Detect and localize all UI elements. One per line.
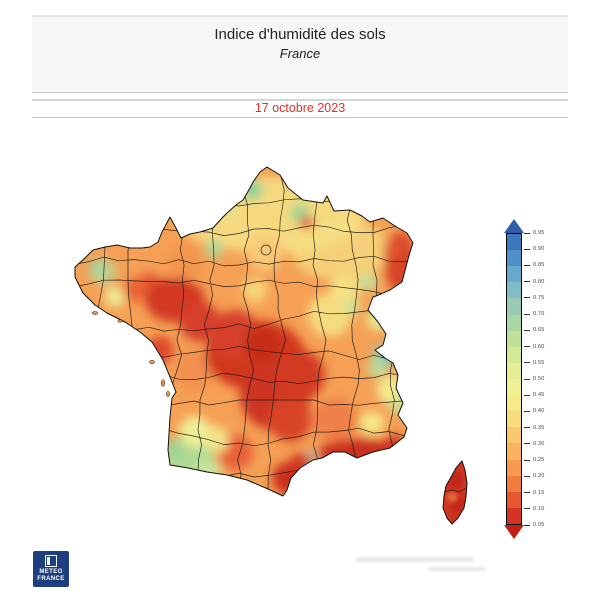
legend-color-band [507,491,521,508]
legend-color-band [507,395,521,412]
legend-arrow-top-icon [504,219,524,233]
divider-bottom [32,117,568,118]
legend-tick: 0.70 [524,311,545,317]
color-scale-legend: 0.95 0.90 0.85 0.80 0.75 0.70 0.65 0.60 0.55 0.50… [504,219,565,549]
meteo-france-emblem-icon [45,555,57,567]
legend-tick: 0.40 [524,408,545,414]
legend-colorbar [506,233,522,525]
legend-tick: 0.65 [524,327,545,333]
legend-color-band [507,346,521,363]
legend-color-band [507,314,521,331]
legend-tick: 0.35 [524,425,545,431]
legend-tick: 0.80 [524,279,545,285]
header: Indice d'humidité des sols France [32,15,568,93]
legend-tick: 0.30 [524,441,545,447]
legend-color-band [507,378,521,396]
logo-line-1: METEO [39,569,63,575]
legend-tick: 0.15 [524,490,545,496]
legend-tick: 0.10 [524,506,545,512]
legend-tick: 0.60 [524,344,545,350]
legend-arrow-bottom-icon [504,525,524,539]
page-subtitle: France [279,46,321,61]
page-title: Indice d'humidité des sols [214,26,386,43]
legend-color-band [507,362,521,379]
meteo-france-logo: METEO FRANCE [33,551,69,587]
legend-color-band [507,298,521,315]
coastal-islands [91,311,170,397]
legend-color-band [507,282,521,299]
legend-tick: 0.90 [524,246,545,252]
divider-top [32,99,568,101]
legend-tick: 0.45 [524,392,545,398]
illegible-fine-print [356,557,474,562]
legend-color-band [507,507,521,524]
legend-tick: 0.05 [524,522,545,528]
legend-tick: 0.55 [524,360,545,366]
legend-color-band [507,443,521,460]
legend-tick: 0.25 [524,457,545,463]
legend-tick: 0.50 [524,376,545,382]
legend-color-band [507,427,521,444]
france-outline-stroke [74,166,414,497]
legend-color-band [507,330,521,347]
date-label: 17 octobre 2023 [254,101,346,115]
legend-color-band [507,266,521,283]
legend-tick: 0.85 [524,262,545,268]
legend-tick: 0.95 [524,230,545,236]
legend-color-band [507,411,521,428]
legend-tick: 0.20 [524,473,545,479]
legend-color-band [507,475,521,492]
legend-color-band [507,459,521,476]
illegible-fine-print [428,567,486,571]
corsica [442,460,468,525]
legend-tick: 0.75 [524,295,545,301]
meteo-france-logo-text: METEO FRANCE [37,569,64,583]
legend-ticks: 0.95 0.90 0.85 0.80 0.75 0.70 0.65 0.60 0.55 0.50… [524,230,564,528]
logo-line-2: FRANCE [37,576,65,582]
legend-color-band [507,250,521,267]
legend-color-band [507,234,521,251]
